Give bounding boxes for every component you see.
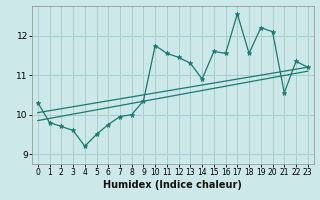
X-axis label: Humidex (Indice chaleur): Humidex (Indice chaleur) <box>103 180 242 190</box>
